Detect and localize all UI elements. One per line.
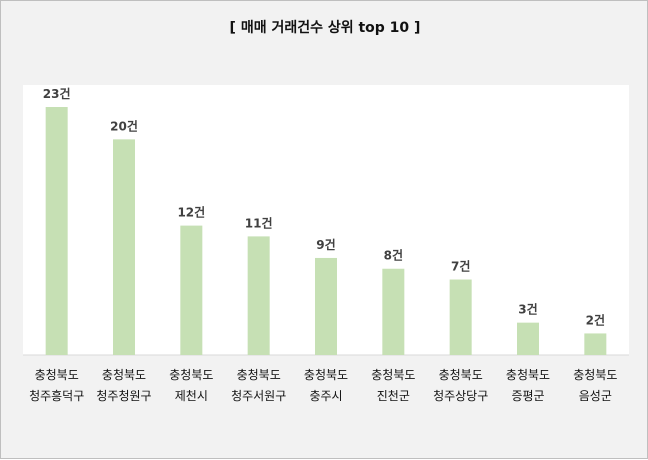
bar-1 bbox=[113, 139, 135, 355]
category-label-0-1: 청주흥덕구 bbox=[29, 389, 84, 403]
data-label-3: 11건 bbox=[245, 215, 273, 230]
bar-0 bbox=[45, 107, 68, 355]
bar-3 bbox=[247, 236, 270, 355]
category-label-3-0: 충청북도 bbox=[237, 368, 281, 382]
data-label-0: 23건 bbox=[43, 86, 71, 101]
category-label-2-1: 제천시 bbox=[175, 388, 208, 403]
bar-8 bbox=[584, 333, 607, 355]
category-label-7-0: 충청북도 bbox=[506, 368, 550, 382]
bars-group bbox=[45, 107, 607, 355]
category-label-3-1: 청주서원구 bbox=[231, 389, 286, 403]
data-label-6: 7건 bbox=[451, 259, 470, 274]
category-label-6-1: 청주상당구 bbox=[433, 389, 488, 403]
category-label-1-0: 충청북도 bbox=[102, 368, 146, 382]
category-label-7-1: 증평군 bbox=[511, 389, 544, 403]
data-label-1: 20건 bbox=[110, 118, 138, 133]
data-label-5: 8건 bbox=[384, 248, 403, 263]
category-label-8-0: 충청북도 bbox=[573, 368, 617, 382]
category-label-5-0: 충청북도 bbox=[371, 368, 415, 382]
bar-2 bbox=[180, 225, 203, 355]
data-label-8: 2건 bbox=[586, 312, 605, 327]
data-label-2: 12건 bbox=[177, 205, 205, 220]
category-label-6-0: 충청북도 bbox=[439, 368, 483, 382]
data-label-7: 3건 bbox=[518, 302, 537, 317]
bar-7 bbox=[517, 322, 539, 355]
bar-6 bbox=[449, 279, 472, 355]
data-label-4: 9건 bbox=[316, 237, 335, 252]
category-label-2-0: 충청북도 bbox=[169, 368, 213, 382]
data-labels-group: 23건 20건 12건 11건 9건 8건 7건 3건 2건 bbox=[43, 86, 605, 327]
bar-5 bbox=[382, 268, 405, 355]
category-label-5-1: 진천군 bbox=[377, 388, 410, 403]
category-label-8-1: 음성군 bbox=[579, 389, 612, 403]
category-label-0-0: 충청북도 bbox=[35, 368, 79, 382]
category-label-4-1: 충주시 bbox=[309, 389, 342, 403]
chart-title: [ 매매 거래건수 상위 top 10 ] bbox=[229, 20, 421, 36]
category-label-1-1: 청주청원구 bbox=[96, 389, 151, 403]
category-label-4-0: 충청북도 bbox=[304, 368, 348, 382]
bar-4 bbox=[315, 257, 337, 355]
